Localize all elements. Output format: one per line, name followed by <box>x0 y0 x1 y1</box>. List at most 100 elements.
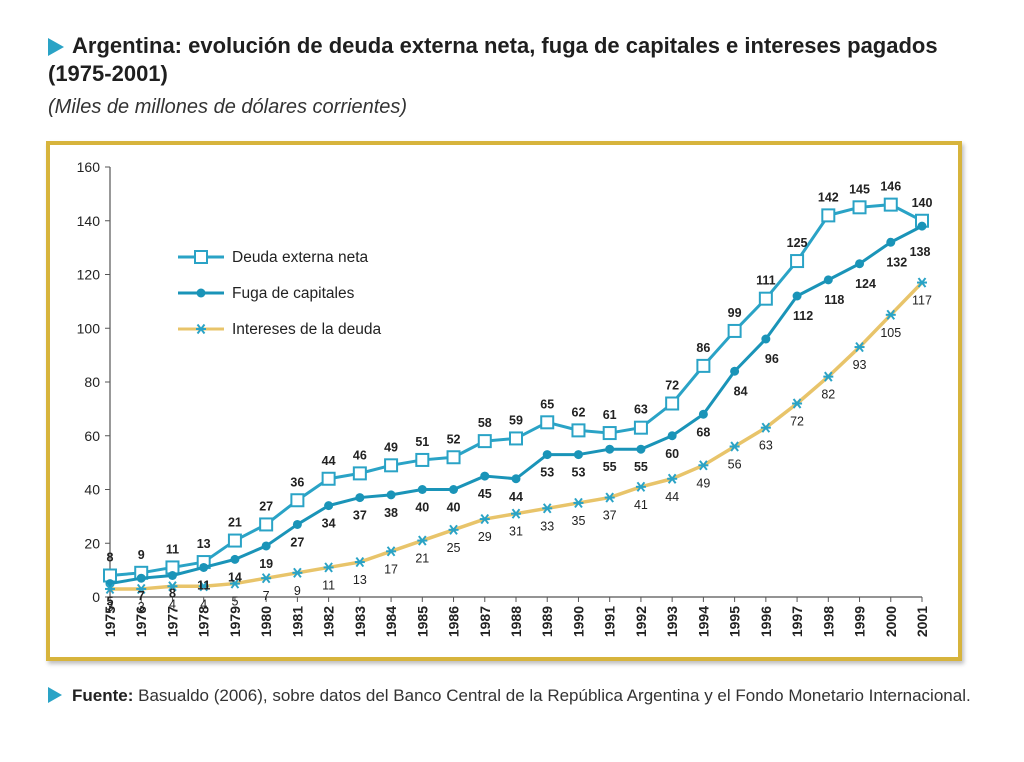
data-label: 5 <box>107 595 114 609</box>
data-point <box>105 583 115 595</box>
x-tick-label: 2001 <box>914 606 930 637</box>
data-label: 138 <box>910 245 931 259</box>
data-point <box>696 358 711 373</box>
data-point <box>290 493 305 508</box>
x-tick-label: 1988 <box>508 606 524 637</box>
data-label: 41 <box>634 498 648 512</box>
x-tick-label: 2000 <box>883 606 899 637</box>
data-point <box>292 567 303 578</box>
data-label: 63 <box>759 439 773 453</box>
x-tick-label: 1996 <box>758 606 774 637</box>
data-point <box>667 473 678 484</box>
data-label: 105 <box>880 326 901 340</box>
data-point <box>542 503 553 514</box>
data-point <box>479 513 490 525</box>
data-label: 7 <box>263 589 270 603</box>
source-label: Fuente: <box>72 686 134 705</box>
x-tick-label: 1982 <box>321 606 337 637</box>
x-tick-label: 1978 <box>196 606 212 637</box>
data-label: 7 <box>138 589 145 603</box>
data-point <box>415 452 430 467</box>
data-label: 84 <box>734 384 748 398</box>
data-label: 112 <box>793 309 813 323</box>
y-tick-label: 40 <box>84 482 100 498</box>
data-point <box>823 371 834 382</box>
data-label: 13 <box>197 537 211 551</box>
data-label: 82 <box>821 388 835 402</box>
data-label: 63 <box>634 403 648 417</box>
data-label: 55 <box>634 460 648 474</box>
data-point <box>761 334 771 344</box>
data-point <box>323 562 334 573</box>
data-point <box>386 490 396 500</box>
data-label: 4 <box>200 597 207 611</box>
data-label: 93 <box>853 358 867 372</box>
data-point <box>917 221 927 231</box>
data-point <box>261 541 271 551</box>
x-tick-label: 1995 <box>727 606 743 637</box>
data-label: 117 <box>912 294 932 308</box>
x-tick-label: 1991 <box>602 606 618 637</box>
data-point <box>854 341 865 353</box>
x-tick-label: 1984 <box>383 606 399 637</box>
data-point <box>729 441 740 452</box>
data-label: 125 <box>787 236 808 250</box>
data-label: 60 <box>665 447 679 461</box>
x-tick-label: 1997 <box>789 606 805 637</box>
data-point <box>105 579 115 589</box>
data-label: 49 <box>384 440 398 454</box>
data-label: 37 <box>353 509 367 523</box>
chart-title: Argentina: evolución de deuda externa ne… <box>48 33 938 86</box>
data-point <box>602 426 617 441</box>
data-label: 65 <box>540 397 554 411</box>
data-label: 118 <box>824 293 844 307</box>
x-tick-label: 1977 <box>164 606 180 637</box>
data-label: 3 <box>138 600 145 614</box>
data-label: 59 <box>509 413 523 427</box>
x-tick-label: 1989 <box>539 606 555 637</box>
data-label: 3 <box>107 600 114 614</box>
x-tick-label: 1994 <box>695 606 711 637</box>
y-tick-label: 160 <box>77 159 101 175</box>
x-tick-label: 1993 <box>664 606 680 637</box>
data-point <box>605 444 615 454</box>
data-label: 45 <box>478 487 492 501</box>
data-label: 37 <box>603 509 617 523</box>
data-point <box>821 208 836 223</box>
y-tick-label: 0 <box>92 589 100 605</box>
data-point <box>292 519 302 529</box>
legend-label: Fuga de capitales <box>232 285 355 302</box>
data-point <box>542 450 552 460</box>
data-label: 36 <box>290 475 304 489</box>
data-point <box>698 409 708 419</box>
data-point <box>760 422 771 433</box>
legend-marker <box>194 250 208 264</box>
data-point <box>509 431 523 446</box>
data-point <box>480 471 490 481</box>
data-point <box>792 291 802 301</box>
data-point <box>352 466 367 481</box>
x-tick-label: 1987 <box>477 606 493 637</box>
data-point <box>511 474 521 484</box>
data-label: 46 <box>353 448 367 462</box>
x-tick-label: 1981 <box>289 606 305 637</box>
data-point <box>604 492 615 503</box>
data-label: 11 <box>166 542 179 556</box>
data-point <box>886 237 896 247</box>
legend-label: Intereses de la deuda <box>232 321 381 338</box>
data-label: 29 <box>478 530 492 544</box>
data-label: 68 <box>696 425 710 439</box>
data-label: 17 <box>384 562 398 576</box>
data-label: 13 <box>353 573 367 587</box>
data-point <box>823 275 833 285</box>
data-label: 5 <box>231 595 238 609</box>
data-label: 99 <box>728 306 742 320</box>
data-label: 9 <box>138 548 145 562</box>
data-point <box>417 485 427 494</box>
data-label: 56 <box>728 458 742 472</box>
data-label: 14 <box>228 570 242 584</box>
y-tick-label: 100 <box>77 320 101 336</box>
data-label: 140 <box>912 196 933 210</box>
chart-subtitle: (Miles de millones de dólares corrientes… <box>48 96 408 118</box>
